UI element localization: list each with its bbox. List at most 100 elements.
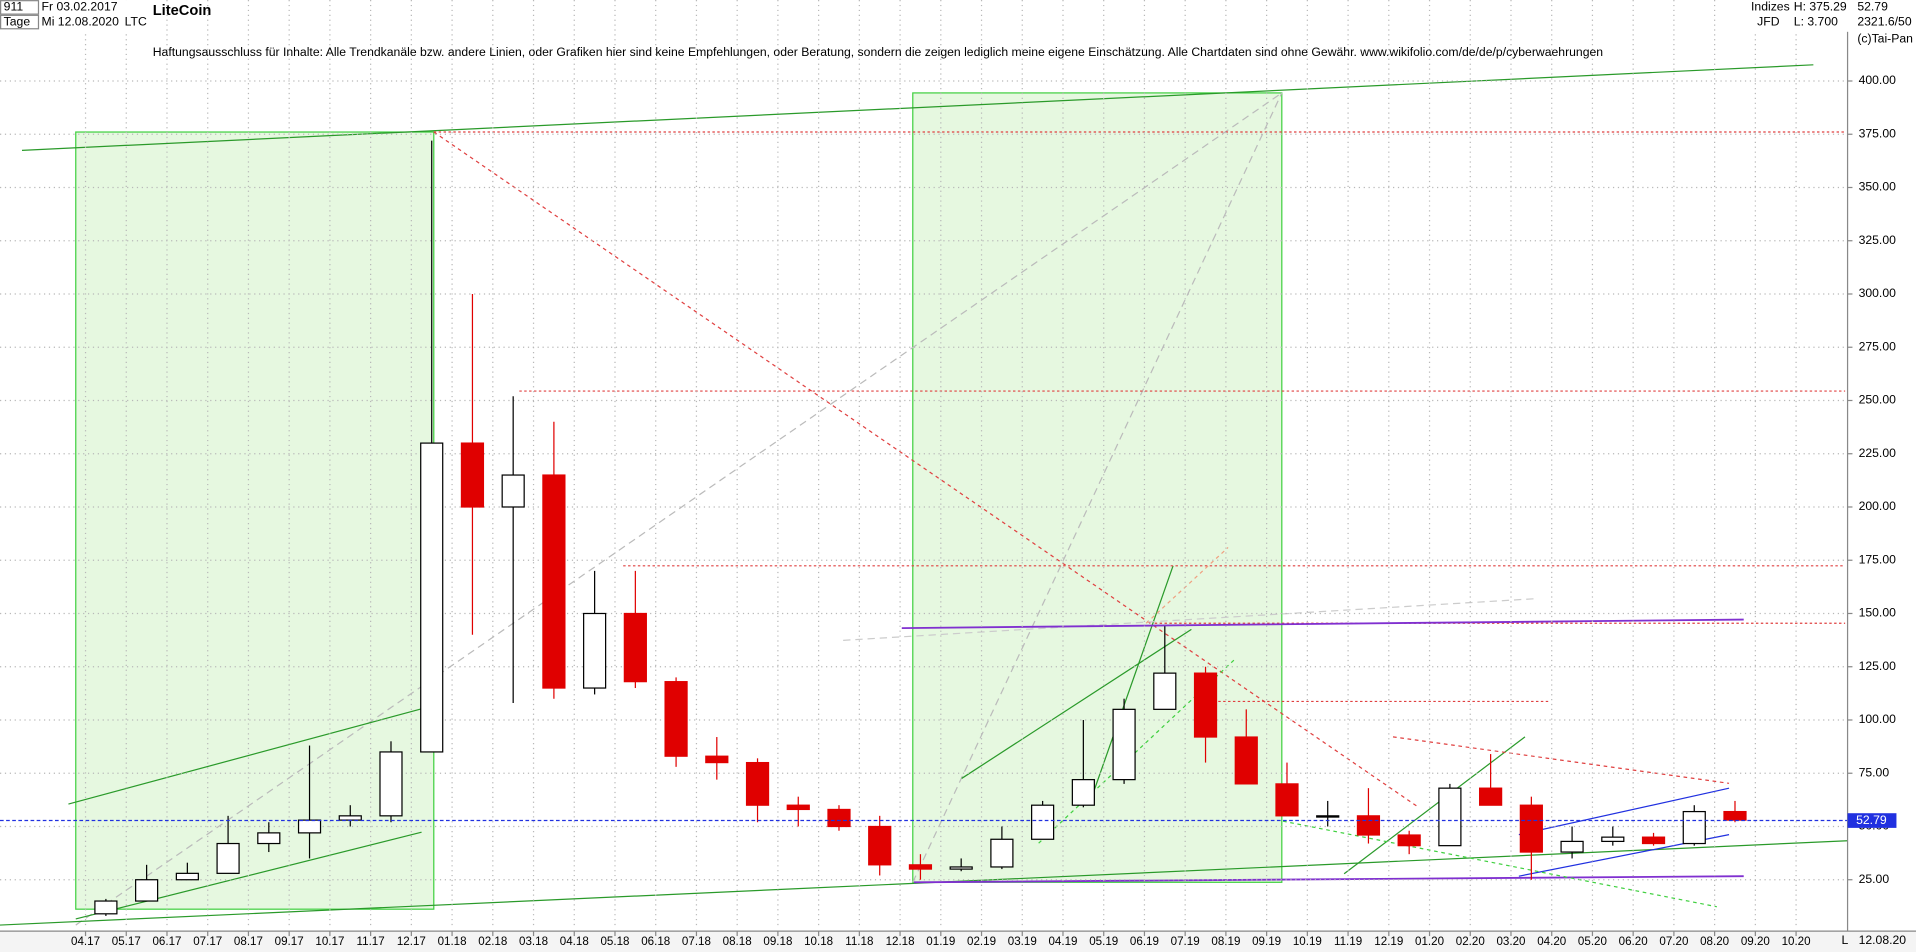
candle-body (1316, 815, 1340, 818)
x-tick-label: 07.20 (1659, 935, 1688, 948)
trend-line (901, 618, 1744, 630)
trend-line (1282, 820, 1717, 908)
x-tick-label: 05.19 (1089, 935, 1118, 948)
x-tick-label: 10.19 (1293, 935, 1322, 948)
candle-body (908, 864, 933, 870)
x-tick-label: 06.18 (641, 935, 670, 948)
x-tick-label: 05.18 (600, 935, 629, 948)
x-tick-label: 11.19 (1334, 935, 1362, 948)
candle-body (1153, 672, 1177, 710)
candle-body (542, 474, 566, 689)
drawings (0, 64, 1848, 926)
candle-body (1071, 779, 1095, 806)
dropdown[interactable] (0, 0, 40, 15)
symbol-id[interactable]: 911 (4, 0, 24, 14)
x-tick-label: 04.17 (71, 935, 100, 948)
candle-body (827, 808, 851, 828)
y-tick-label: 250.00 (1859, 393, 1897, 407)
trend-line (1093, 565, 1174, 793)
y-tick-label: 350.00 (1859, 180, 1897, 194)
x-tick-label: 07.17 (193, 935, 222, 948)
x-tick-label: 01.20 (1415, 935, 1444, 948)
x-tick-label: 09.18 (763, 935, 792, 948)
instrument-name: LiteCoin (153, 3, 212, 19)
y-tick-label: 200.00 (1859, 499, 1897, 513)
x-tick-label: 07.19 (1171, 935, 1200, 948)
x-tick-label: 06.17 (152, 935, 181, 948)
candle-body (705, 755, 729, 764)
y-tick-label: 125.00 (1859, 659, 1897, 673)
candle-body (786, 804, 810, 811)
candle-body (1234, 736, 1258, 785)
candle-body (868, 825, 892, 866)
candle-body (94, 900, 118, 915)
trend-line (433, 131, 1418, 808)
axis-panel (1847, 0, 1916, 952)
trend-line (914, 875, 1744, 884)
y-tick-label: 25.00 (1859, 872, 1890, 886)
candle-body (257, 832, 281, 845)
candle-body (1641, 836, 1666, 845)
x-tick-label: 08.19 (1211, 935, 1240, 948)
dropdown[interactable] (0, 14, 40, 30)
x-tick-label: 11.17 (357, 935, 385, 948)
candle-body (1601, 836, 1625, 843)
candle-body (1193, 672, 1218, 738)
x-tick-label: 10.17 (315, 935, 344, 948)
candle-body (1397, 834, 1421, 847)
candle-body (664, 681, 688, 757)
candle-body (501, 474, 525, 508)
candle-body (216, 842, 240, 874)
candle-body (990, 838, 1014, 868)
range-box (75, 131, 435, 910)
low: L: 3.700 (1794, 14, 1838, 28)
y-tick-label: 325.00 (1859, 233, 1897, 247)
candle-body (338, 815, 362, 821)
trend-line (1343, 736, 1526, 875)
y-tick-label: 300.00 (1859, 286, 1897, 300)
x-tick-label: 04.20 (1537, 935, 1566, 948)
x-tick-label: 01.18 (438, 935, 467, 948)
x-tick-label: 08.17 (234, 935, 263, 948)
y-tick-label: 150.00 (1859, 606, 1897, 620)
high: H: 375.29 (1794, 0, 1847, 14)
candle-body (1479, 787, 1503, 806)
candle-body (745, 761, 770, 806)
x-tick-label: 01.19 (926, 935, 955, 948)
x-tick-label: 10.20 (1782, 935, 1811, 948)
x-tick-label: 09.19 (1252, 935, 1281, 948)
candle-body (135, 879, 159, 902)
x-tick-label: 12.19 (1374, 935, 1403, 948)
candle-body (1112, 708, 1136, 781)
disclaimer: Haftungsausschluss für Inhalte: Alle Tre… (153, 45, 1603, 59)
y-tick-label: 175.00 (1859, 552, 1897, 566)
candle-body (1723, 810, 1747, 821)
x-tick-label: 05.20 (1578, 935, 1607, 948)
x-tick-label: 03.18 (519, 935, 548, 948)
x-tick-label: 11.18 (845, 935, 873, 948)
candle-body (1031, 804, 1055, 840)
trend-line (843, 598, 1534, 641)
candle-body (379, 751, 403, 817)
x-tick-label: 08.20 (1700, 935, 1729, 948)
last-price-marker (1847, 813, 1897, 828)
x-tick-label: 04.18 (560, 935, 589, 948)
group: Indizes (1751, 0, 1790, 14)
x-tick-label: 03.19 (1008, 935, 1037, 948)
x-tick-label: 02.19 (967, 935, 996, 948)
x-tick-label: 06.20 (1619, 935, 1648, 948)
candle-body (1682, 810, 1706, 845)
trend-line (961, 628, 1192, 779)
y-tick-label: 100.00 (1859, 712, 1897, 726)
candle-body (949, 866, 973, 870)
x-tick-label: 04.19 (1048, 935, 1077, 948)
x-tick-label: 06.19 (1130, 935, 1159, 948)
candle-body (1356, 815, 1381, 836)
period[interactable]: Tage (4, 14, 31, 28)
candle-body (297, 819, 322, 834)
diagonal (912, 92, 1283, 883)
scale-mode[interactable]: L (1841, 933, 1848, 947)
info-box (1747, 0, 1916, 32)
source: JFD (1757, 14, 1780, 28)
date-from: Fr 03.02.2017 (42, 0, 118, 14)
